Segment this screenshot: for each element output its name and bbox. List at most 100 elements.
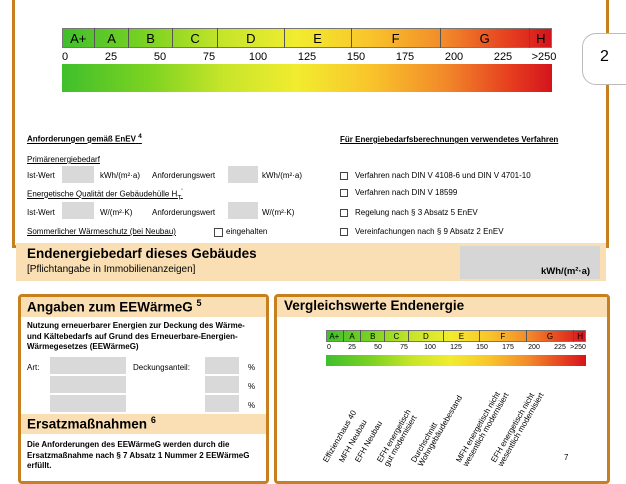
compare-scale-class-h: H [577,331,583,341]
primary-anf-value[interactable] [228,166,258,183]
compare-scale-tick-label: 50 [374,344,382,351]
compare-scale-tick-label: 200 [528,344,540,351]
vergleich-title: Vergleichswerte Endenergie [284,298,465,313]
art-field-3[interactable] [50,395,126,412]
top-scale-tick-label: 150 [346,51,366,63]
compare-scale-class-b: B [361,330,386,342]
top-scale-class-d: D [218,28,285,48]
top-scale-tick-label: 25 [104,51,118,63]
energetic-anf-value[interactable] [228,202,258,219]
procedure-item: Regelung nach § 3 Absatz 5 EnEV [355,208,478,217]
procedure-checkbox[interactable] [340,172,348,180]
top-scale-class-e: E [285,28,352,48]
compare-scale-class-a: A [344,330,362,342]
primary-ist-label: Ist-Wert [27,171,55,180]
eewaerme-text: Nutzung erneuerbarer Energien zur Deckun… [27,321,245,351]
page-number-tab [582,33,626,85]
top-scale-class-c: C [173,28,218,48]
energetic-ist-value[interactable] [62,202,94,219]
endenergie-value-field[interactable] [460,246,600,279]
eewaerme-deckung-label: Deckungsanteil: [133,363,190,372]
energy-scale-compare: A+ A B C D E F G H [326,330,586,342]
requirements-title: Anforderungen gemäß EnEV 4 [27,133,142,144]
page-number: 2 [600,48,609,65]
ersatz-header-bg [21,414,266,434]
deckung-field-1[interactable] [205,357,239,374]
eewaerme-title: Angaben zum EEWärmeG 5 [27,298,202,315]
vergleich-header-bg [277,297,607,317]
compare-scale-class-aplus: A+ [326,330,344,342]
primary-anf-label: Anforderungswert [152,171,216,180]
endenergie-unit: kWh/(m²·a) [541,266,591,277]
top-scale-class-a: A [95,28,129,48]
primary-ist-value[interactable] [62,166,94,183]
primary-heading: Primärenergiebedarf [27,155,100,164]
compare-scale-tick-label: 75 [400,344,408,351]
compare-scale-tick-label: 25 [348,344,356,351]
energetic-heading: Energetische Qualität der Gebäudehülle H… [27,188,183,202]
compare-scale-bar [326,330,586,342]
top-scale-class-f: F [352,28,441,48]
summer-eingehalten: eingehalten [226,227,268,236]
vergleich-footnote: 7 [564,453,569,462]
top-scale-tick-label: >250 [531,51,557,63]
compare-scale-class-e: E [444,330,480,342]
top-scale-class-aplus: A+ [62,28,96,48]
compare-scale-class-f: F [480,330,527,342]
top-scale-tick-label: 75 [202,51,216,63]
top-scale-tick-label: 175 [395,51,415,63]
top-scale-tick-label: 0 [61,51,69,63]
energetic-anf-unit: W/(m²·K) [262,208,295,217]
energy-scale-bottom-band [62,64,552,92]
endenergie-title: Endenergiebedarf dieses Gebäudes [27,246,257,261]
compare-scale-tick-label: 100 [424,344,436,351]
procedure-checkbox[interactable] [340,189,348,197]
primary-anf-unit: kWh/(m²·a) [262,171,302,180]
compare-scale-tick-label: 125 [450,344,462,351]
energy-scale-bar [62,28,552,48]
procedure-checkbox[interactable] [340,209,348,217]
procedure-checkbox[interactable] [340,228,348,236]
top-scale-class-g: G [441,28,530,48]
compare-scale-class-g: G [527,330,575,342]
percent-2: % [248,382,256,391]
top-scale-tick-label: 50 [153,51,167,63]
deckung-field-2[interactable] [205,376,239,393]
energetic-ist-label: Ist-Wert [27,208,55,217]
ersatz-title: Ersatzmaßnahmen 6 [27,415,156,432]
compare-scale-tick-label: >250 [570,344,586,351]
endenergie-subtitle: [Pflichtangabe in Immobilienanzeigen] [27,264,196,275]
ersatz-text: Die Anforderungen des EEWärmeG werden du… [27,440,250,470]
energetic-ist-unit: W/(m²·K) [100,208,133,217]
top-scale-class-b: B [129,28,174,48]
top-scale-tick-label: 225 [493,51,513,63]
compare-scale-bottom-band [326,355,586,366]
top-scale-tick-label: 200 [444,51,464,63]
compare-scale-tick-label: 175 [502,344,514,351]
percent-1: % [248,363,256,372]
top-scale-tick-label: 125 [297,51,317,63]
eewaerme-art-label: Art: [27,363,40,372]
procedure-item: Verfahren nach DIN V 18599 [355,188,458,197]
compare-scale-class-d: D [409,330,445,342]
deckung-field-3[interactable] [205,395,239,412]
procedure-item: Verfahren nach DIN V 4108-6 und DIN V 47… [355,171,531,180]
procedure-item: Vereinfachungen nach § 9 Absatz 2 EnEV [355,227,504,236]
summer-heading: Sommerlicher Wärmeschutz (bei Neubau) [27,227,176,236]
percent-3: % [248,401,256,410]
compare-scale-class-c: C [385,330,409,342]
procedures-title: Für Energiebedarfsberechnungen verwendet… [340,135,559,144]
compare-scale-tick-label: 150 [476,344,488,351]
art-field-2[interactable] [50,376,126,393]
eewaerme-header-bg [21,297,266,317]
summer-checkbox[interactable] [214,228,223,237]
top-scale-class-h: H [536,30,546,46]
energetic-anf-label: Anforderungswert [152,208,216,217]
energy-scale-top: A+ A B C D E F G H [62,28,552,48]
vergleich-frame [274,294,610,484]
art-field-1[interactable] [50,357,126,374]
compare-scale-tick-label: 225 [554,344,566,351]
top-scale-tick-label: 100 [248,51,268,63]
primary-ist-unit: kWh/(m²·a) [100,171,140,180]
compare-scale-tick-label: 0 [327,344,331,351]
